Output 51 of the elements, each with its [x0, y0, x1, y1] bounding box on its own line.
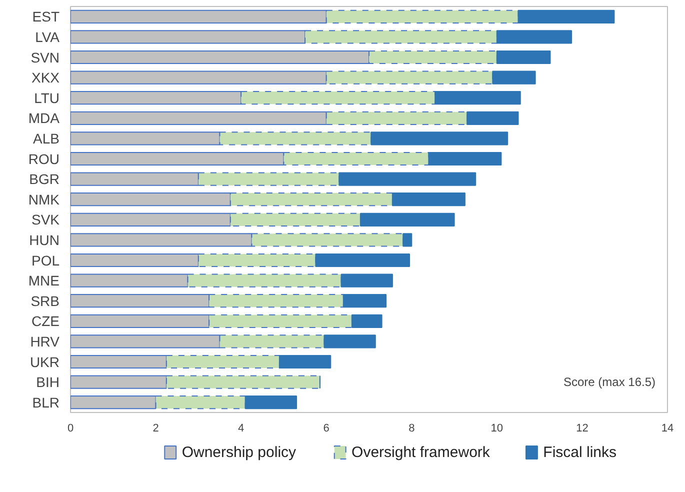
y-tick-label: XKX	[31, 70, 60, 86]
bar	[244, 396, 298, 410]
bar	[351, 314, 382, 328]
x-tick-label: 4	[238, 422, 244, 434]
bar	[324, 334, 376, 348]
bar	[370, 132, 508, 146]
bar	[338, 172, 476, 186]
bar	[428, 152, 502, 166]
y-tick-label: ALB	[33, 130, 60, 146]
bar	[402, 233, 412, 247]
bar	[315, 253, 410, 268]
y-tick-label: MDA	[28, 110, 60, 126]
y-tick-label: SVK	[31, 212, 60, 228]
bar	[466, 111, 519, 125]
x-tick-label: 2	[152, 422, 159, 434]
y-tick-label: NMK	[28, 191, 60, 208]
x-tick-label: 10	[490, 422, 504, 434]
y-tick-label: LTU	[34, 90, 60, 106]
bar	[434, 91, 521, 105]
bar	[392, 192, 466, 206]
bar	[340, 274, 393, 288]
y-tick-label: CZE	[32, 313, 60, 330]
y-tick-label: MNE	[28, 272, 60, 289]
y-tick-label: EST	[32, 8, 60, 25]
bar	[496, 30, 572, 44]
bar	[278, 354, 332, 369]
bar	[492, 70, 536, 84]
bar	[496, 50, 551, 64]
y-tick-label: SVN	[30, 49, 60, 66]
x-tick-label: 0	[67, 422, 74, 434]
y-tick-label: SRB	[30, 292, 60, 309]
y-tick-label: ROU	[28, 150, 60, 167]
bar	[518, 10, 615, 24]
y-tick-label: UKR	[30, 354, 60, 370]
x-tick-label: 12	[576, 422, 588, 434]
legend-label: Ownership policy	[182, 444, 297, 461]
y-tick-label: BGR	[29, 171, 60, 188]
y-tick-label: POL	[31, 252, 60, 268]
legend-label: Fiscal links	[543, 444, 617, 461]
x-tick-label: 14	[661, 422, 674, 434]
bar	[360, 212, 455, 226]
y-tick-label: HRV	[30, 333, 60, 350]
y-tick-label: HUN	[29, 232, 60, 248]
annotation: Score (max 16.5)	[563, 375, 656, 390]
y-tick-label: LVA	[35, 28, 60, 45]
x-tick-label: 6	[323, 422, 330, 434]
bar	[342, 294, 387, 308]
y-tick-label: BLR	[32, 394, 60, 410]
x-tick-label: 8	[408, 422, 415, 434]
legend-label: Oversight framework	[352, 444, 490, 461]
y-tick-label: BIH	[36, 374, 60, 390]
